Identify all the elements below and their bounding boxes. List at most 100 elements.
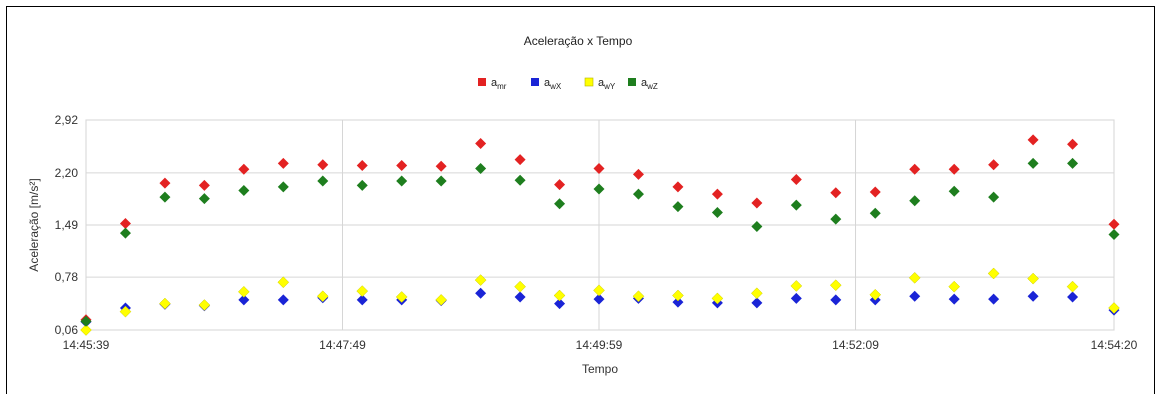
data-point-mr xyxy=(356,160,368,172)
data-point-mr xyxy=(869,186,881,198)
data-point-wZ xyxy=(554,198,566,210)
data-point-mr xyxy=(1027,134,1039,146)
data-point-wZ xyxy=(80,315,92,327)
data-point-mr xyxy=(277,157,289,169)
data-point-wY xyxy=(198,299,211,311)
data-point-wZ xyxy=(869,207,881,219)
x-tick-label: 14:47:49 xyxy=(319,338,366,352)
data-point-wX xyxy=(909,290,921,302)
data-point-wZ xyxy=(119,227,131,239)
legend-item: awY xyxy=(584,77,616,91)
data-point-wZ xyxy=(909,195,921,207)
data-point-wZ xyxy=(198,193,210,205)
legend-swatch xyxy=(531,78,539,86)
data-point-wX xyxy=(672,296,684,308)
data-point-wY xyxy=(1066,280,1079,293)
data-point-wZ xyxy=(711,207,723,219)
data-point-mr xyxy=(435,160,447,172)
data-point-wY xyxy=(790,280,803,292)
data-point-wX xyxy=(554,298,566,310)
data-point-mr xyxy=(317,159,329,171)
legend-label: awZ xyxy=(641,77,658,91)
data-point-wY xyxy=(514,280,526,293)
legend-swatch xyxy=(628,78,636,86)
data-point-wX xyxy=(948,293,960,305)
data-point-mr xyxy=(554,179,566,191)
data-point-mr xyxy=(396,160,408,172)
data-point-wZ xyxy=(948,185,960,197)
data-point-wY xyxy=(395,291,408,303)
data-points xyxy=(80,134,1120,336)
data-point-wY xyxy=(751,287,763,300)
y-tick-label: 0,78 xyxy=(55,270,79,284)
y-axis-ticks: 0,06 0,78 1,49 2,20 2,92 xyxy=(55,113,79,337)
legend-label: amr xyxy=(491,77,507,91)
data-point-wY xyxy=(672,289,684,302)
x-tick-label: 14:54:20 xyxy=(1091,338,1138,352)
data-point-wY xyxy=(277,276,290,289)
data-point-wY xyxy=(632,290,645,303)
data-point-mr xyxy=(514,154,526,166)
data-point-mr xyxy=(238,163,250,175)
data-point-mr xyxy=(632,168,644,180)
data-point-mr xyxy=(790,173,802,185)
legend-swatch xyxy=(584,77,594,87)
data-point-wZ xyxy=(593,183,605,195)
data-point-wZ xyxy=(317,175,329,187)
data-point-wX xyxy=(751,297,763,309)
data-point-mr xyxy=(988,159,1000,171)
data-point-wX xyxy=(475,287,487,299)
legend-item: amr xyxy=(478,77,507,91)
data-point-mr xyxy=(672,181,684,193)
data-point-wY xyxy=(159,297,171,310)
data-point-mr xyxy=(909,163,921,175)
data-point-wZ xyxy=(514,174,526,186)
legend: amr awX awY awZ xyxy=(478,77,658,91)
data-point-wY xyxy=(80,324,92,336)
data-point-wZ xyxy=(159,191,171,203)
data-point-wZ xyxy=(1027,157,1039,169)
data-point-mr xyxy=(948,163,960,175)
data-point-wZ xyxy=(988,191,1000,203)
y-tick-label: 0,06 xyxy=(55,323,79,337)
data-point-wY xyxy=(593,284,605,297)
data-point-wZ xyxy=(632,188,644,200)
data-point-mr xyxy=(475,137,487,149)
data-point-mr xyxy=(593,162,605,174)
data-point-wZ xyxy=(790,199,802,211)
data-point-wZ xyxy=(751,220,763,232)
x-axis-ticks: 14:45:39 14:47:49 14:49:59 14:52:09 14:54:20 xyxy=(63,338,1138,352)
x-axis-label: Tempo xyxy=(582,362,618,376)
data-point-wX xyxy=(790,292,802,304)
data-point-wX xyxy=(1027,290,1039,302)
legend-swatch xyxy=(478,78,486,86)
data-point-wY xyxy=(948,280,961,293)
x-tick-label: 14:49:59 xyxy=(576,338,623,352)
chart-frame xyxy=(6,6,1155,394)
legend-label: awY xyxy=(598,77,616,91)
data-point-wZ xyxy=(238,184,250,196)
data-point-wX xyxy=(238,294,250,306)
data-point-wY xyxy=(1027,272,1039,285)
data-point-wY xyxy=(237,285,250,298)
data-point-mr xyxy=(159,177,171,189)
data-point-wX xyxy=(988,293,1000,305)
data-point-wY xyxy=(435,294,448,306)
y-tick-label: 1,49 xyxy=(55,218,79,232)
data-point-mr xyxy=(119,218,131,230)
data-point-mr xyxy=(830,187,842,199)
data-point-mr xyxy=(1067,138,1079,150)
chart-title: Aceleração x Tempo xyxy=(524,34,633,48)
data-point-wZ xyxy=(830,213,842,225)
x-tick-label: 14:45:39 xyxy=(63,338,110,352)
data-point-wX xyxy=(356,294,368,306)
legend-item: awZ xyxy=(628,77,658,91)
data-point-wZ xyxy=(672,201,684,213)
data-point-wY xyxy=(356,285,369,297)
data-point-wZ xyxy=(396,175,408,187)
data-point-wX xyxy=(277,294,289,306)
data-point-wY xyxy=(316,290,329,303)
y-tick-label: 2,92 xyxy=(55,113,79,127)
data-point-wX xyxy=(1067,291,1079,303)
